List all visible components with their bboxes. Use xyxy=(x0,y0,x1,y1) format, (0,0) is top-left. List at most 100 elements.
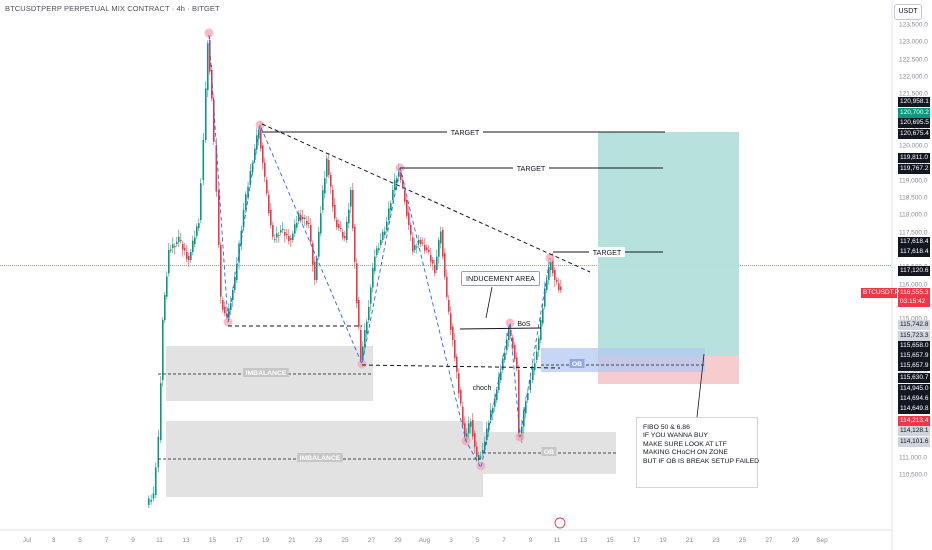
price-tick: 120,000.0 xyxy=(899,142,928,150)
time-label: 11 xyxy=(156,537,163,544)
candle-body xyxy=(205,88,207,140)
price-tag: 119,767.2 xyxy=(898,164,930,174)
currency-button[interactable]: USDT xyxy=(894,4,922,20)
bos-line xyxy=(459,327,542,330)
candle-body xyxy=(474,433,476,447)
candle-body xyxy=(560,286,562,290)
candle-body xyxy=(424,245,426,251)
candle-body xyxy=(392,190,394,200)
candle-body xyxy=(430,255,432,262)
target-label-bg xyxy=(447,127,483,137)
candle-body xyxy=(460,390,462,404)
candle-body xyxy=(558,283,560,290)
candle-body xyxy=(268,195,270,214)
candle-body xyxy=(446,276,448,297)
candle-body xyxy=(450,313,452,330)
candle-body xyxy=(538,338,540,350)
candle-body xyxy=(442,230,444,257)
candle-body xyxy=(428,250,430,252)
candle-body xyxy=(150,499,152,502)
candle-body xyxy=(404,190,406,202)
price-tick: 123,500.0 xyxy=(899,21,928,29)
candle-body xyxy=(192,240,194,252)
candle-body xyxy=(215,145,218,192)
candle-body xyxy=(512,337,514,349)
inducement-arrow xyxy=(485,286,493,319)
candle-body xyxy=(416,246,418,248)
candle-body xyxy=(251,163,254,173)
candle-body xyxy=(529,380,532,390)
time-label: 7 xyxy=(502,537,506,544)
candle-body xyxy=(155,467,157,495)
time-label: 9 xyxy=(131,537,135,544)
candle-body xyxy=(220,245,222,297)
candle-body xyxy=(226,313,228,317)
candle-body xyxy=(330,175,332,187)
candle-body xyxy=(236,264,238,280)
candle-body xyxy=(364,330,366,347)
candle-body xyxy=(458,373,460,394)
time-label: 9 xyxy=(528,537,533,544)
price-tag: 114,101.6 xyxy=(898,437,930,447)
time-label: Sep xyxy=(816,537,828,544)
candle-body xyxy=(338,224,340,228)
price-tick: 115,000.0 xyxy=(899,316,927,323)
candle-body xyxy=(508,326,510,340)
candle-body xyxy=(486,428,488,440)
swing-marker xyxy=(357,359,367,369)
candle-body xyxy=(490,410,492,420)
candle-body xyxy=(164,295,166,320)
candle-body xyxy=(224,306,226,314)
chart-grid xyxy=(0,0,893,550)
candle-body xyxy=(500,371,502,380)
price-tick: 119,000.0 xyxy=(899,177,928,185)
candle-body xyxy=(316,258,318,280)
candle-body xyxy=(494,398,496,407)
target-label: TARGET xyxy=(451,128,480,137)
time-label: 17 xyxy=(632,537,641,544)
candle-body xyxy=(386,221,388,230)
candle-body xyxy=(284,232,286,236)
candle-body xyxy=(312,243,314,265)
imbalance-label: IMBALANCE xyxy=(246,370,287,377)
candle-body xyxy=(213,100,215,142)
candle-body xyxy=(400,170,402,180)
candle-body xyxy=(536,351,538,360)
candle-body xyxy=(328,160,330,175)
price-tick: 113,500.0 xyxy=(899,367,928,375)
candle-body xyxy=(540,320,542,340)
candle-body xyxy=(370,287,372,304)
candle-body xyxy=(396,178,398,184)
candle-body xyxy=(496,390,498,400)
candle-body xyxy=(320,213,322,234)
ob-zone xyxy=(541,348,705,372)
inducement-label: INDUCEMENT AREA xyxy=(461,271,540,286)
candle-body xyxy=(300,215,302,221)
candle-body xyxy=(360,330,362,362)
candle-body xyxy=(182,244,184,250)
candle-body xyxy=(548,266,550,280)
candle-body xyxy=(211,70,213,99)
candle-body xyxy=(290,238,292,240)
candle-body xyxy=(410,225,412,235)
candle-body xyxy=(228,308,230,320)
price-tick: 118,000.0 xyxy=(899,211,928,219)
candle-body xyxy=(334,205,336,219)
candle-body xyxy=(157,436,160,468)
candle-body xyxy=(518,370,520,437)
price-tick: 123,000.0 xyxy=(899,38,928,46)
candle-body xyxy=(554,270,556,280)
price-tag: 120,675.4 xyxy=(898,129,930,139)
price-tag: 114,694.6 xyxy=(898,394,930,404)
candle-body xyxy=(546,280,548,290)
time-label: 15 xyxy=(606,537,614,544)
swing-marker xyxy=(204,28,214,38)
ob-label-bg xyxy=(569,359,585,368)
time-label: 3 xyxy=(51,537,56,544)
price-tag: 114,945.0 xyxy=(898,384,930,394)
candle-body xyxy=(482,450,484,454)
candle-body xyxy=(242,210,245,228)
candle-body xyxy=(516,357,518,369)
swing-marker xyxy=(505,318,515,328)
